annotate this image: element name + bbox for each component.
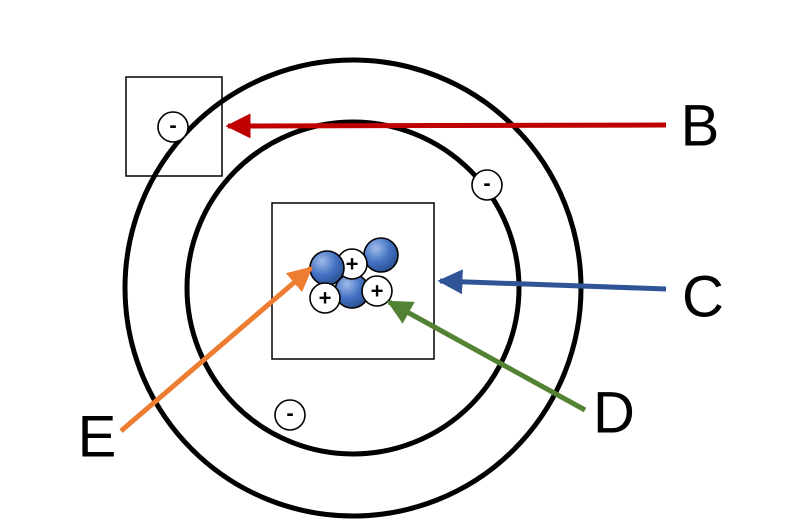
neutron: [309, 250, 345, 286]
electron: -: [157, 111, 189, 143]
proton: +: [309, 282, 341, 314]
electron-charge: -: [286, 401, 293, 426]
proton: +: [336, 248, 368, 280]
neutron: [363, 237, 399, 273]
label-c: C: [682, 265, 724, 330]
electron-charge: -: [169, 113, 176, 138]
nucleus-highlight-box: [271, 202, 435, 360]
arrow-b: [225, 113, 667, 139]
label-e: E: [78, 405, 117, 470]
nucleus: + + +: [309, 237, 399, 314]
electron: -: [274, 399, 306, 431]
label-b: B: [681, 94, 720, 159]
proton-charge: +: [371, 279, 384, 304]
proton-charge: +: [319, 286, 332, 311]
electron-charge: -: [483, 171, 490, 196]
proton-charge: +: [346, 252, 359, 277]
electron: -: [471, 169, 503, 201]
electron-highlight-box: [125, 76, 223, 177]
arrow-d: [386, 299, 587, 413]
arrow-c: [437, 269, 667, 295]
label-d: D: [593, 381, 635, 446]
proton: +: [361, 275, 393, 307]
arrow-e: [119, 266, 313, 433]
inner-orbit: [184, 119, 522, 457]
